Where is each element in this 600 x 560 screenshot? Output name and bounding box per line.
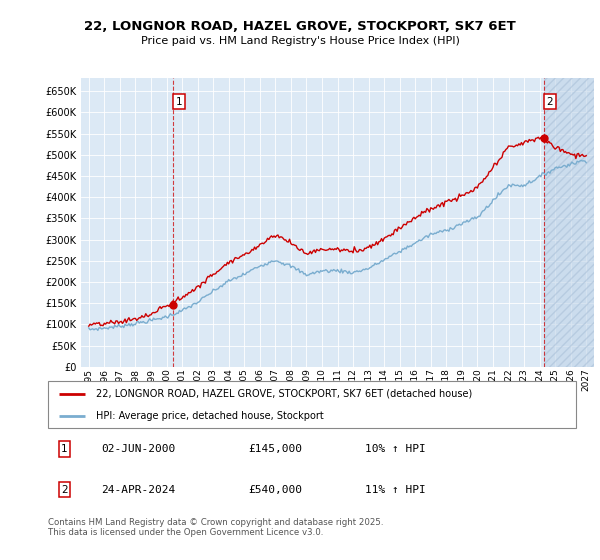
Text: HPI: Average price, detached house, Stockport: HPI: Average price, detached house, Stoc… [95,410,323,421]
Text: 1: 1 [175,97,182,107]
Text: 24-APR-2024: 24-APR-2024 [101,484,175,494]
Text: 22, LONGNOR ROAD, HAZEL GROVE, STOCKPORT, SK7 6ET: 22, LONGNOR ROAD, HAZEL GROVE, STOCKPORT… [84,20,516,32]
FancyBboxPatch shape [48,381,576,428]
Text: 10% ↑ HPI: 10% ↑ HPI [365,444,425,454]
Text: Price paid vs. HM Land Registry's House Price Index (HPI): Price paid vs. HM Land Registry's House … [140,36,460,46]
Bar [544,78,596,367]
Text: 2: 2 [547,97,553,107]
Text: 11% ↑ HPI: 11% ↑ HPI [365,484,425,494]
Text: 2: 2 [61,484,68,494]
Text: £540,000: £540,000 [248,484,302,494]
Text: £145,000: £145,000 [248,444,302,454]
Text: 1: 1 [61,444,68,454]
Text: Contains HM Land Registry data © Crown copyright and database right 2025.
This d: Contains HM Land Registry data © Crown c… [48,518,383,538]
Text: 02-JUN-2000: 02-JUN-2000 [101,444,175,454]
Text: 22, LONGNOR ROAD, HAZEL GROVE, STOCKPORT, SK7 6ET (detached house): 22, LONGNOR ROAD, HAZEL GROVE, STOCKPORT… [95,389,472,399]
